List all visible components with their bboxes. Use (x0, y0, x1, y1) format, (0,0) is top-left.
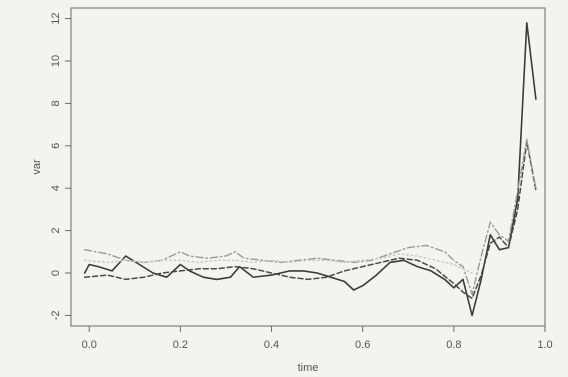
series-layer (83, 21, 537, 317)
y-tick-label: -2 (50, 311, 62, 321)
y-tick-label: 8 (50, 100, 62, 106)
x-tick-label: 1.0 (537, 339, 552, 351)
x-tick-label: 0.0 (82, 339, 97, 351)
series-line-dotdash (83, 138, 537, 295)
y-tick-label: 10 (50, 55, 62, 67)
x-axis: 0.0 0.2 0.4 0.6 0.8 1.0 (82, 326, 553, 351)
x-tick-label: 0.6 (355, 339, 370, 351)
x-tick-label: 0.2 (173, 339, 188, 351)
x-axis-title: time (298, 362, 319, 374)
y-tick-label: 12 (50, 12, 62, 24)
x-tick-label: 0.8 (446, 339, 461, 351)
y-tick-label: 4 (50, 185, 62, 191)
plot-border (70, 7, 546, 327)
series-line-dashed (83, 140, 537, 300)
series-line-dotted (83, 253, 473, 274)
y-axis-title: var (31, 159, 43, 175)
y-axis: -2 0 2 4 6 8 10 12 (50, 12, 71, 320)
y-tick-label: 6 (50, 143, 62, 149)
y-tick-label: 0 (50, 270, 62, 276)
y-tick-label: 2 (50, 228, 62, 234)
x-tick-label: 0.4 (264, 339, 279, 351)
